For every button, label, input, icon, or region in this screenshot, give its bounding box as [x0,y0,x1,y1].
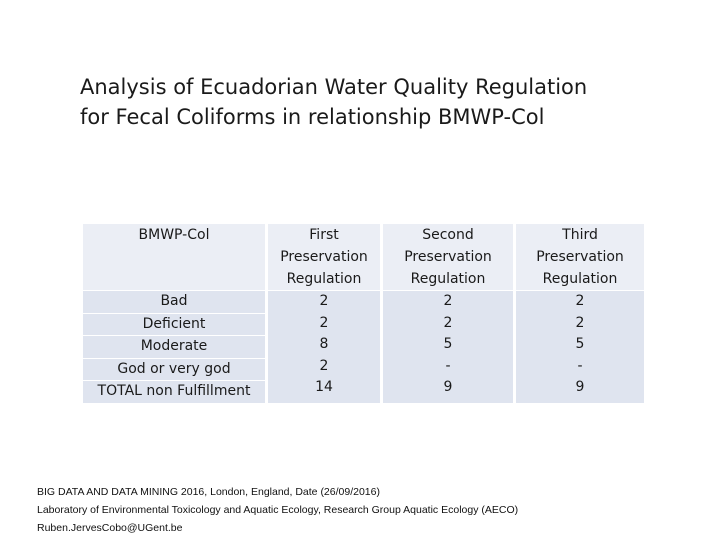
table-cell: TOTAL non Fulfillment [97,383,251,399]
column-first-preservation: 2 2 8 2 14 [268,291,380,403]
table-cell: 2 [319,293,329,309]
header-bmwp-col: BMWP-Col [83,224,265,291]
table-cell: God or very god [83,359,265,381]
table-cell: 2 [319,357,329,374]
table-cell: 9 [443,379,453,395]
table-cell: 2 [443,293,453,309]
table-cell: 5 [575,336,585,352]
header-line: Preservation [536,249,624,265]
header-line: BMWP-Col [138,227,210,243]
table-cell: 2 [575,314,585,331]
table-cell: 2 [443,314,453,331]
slide-title-line-1: Analysis of Ecuadorian Water Quality Reg… [80,75,588,99]
regulation-table: BMWP-Col First Preservation Regulation S… [80,224,647,403]
header-line: First [309,227,339,243]
table-cell: 2 [319,314,329,331]
header-line: Regulation [410,271,486,287]
header-line: Regulation [542,271,618,287]
header-line: Second [422,227,474,243]
table-cell: 2 [575,293,585,309]
header-line: Third [562,227,598,243]
column-bmwp-categories: Bad Deficient Moderate God or very god T… [83,291,265,403]
table-body-row: Bad Deficient Moderate God or very god T… [83,291,644,403]
footer-laboratory: Laboratory of Environmental Toxicology a… [37,504,519,516]
slide-footer: BIG DATA AND DATA MINING 2016, London, E… [37,483,518,537]
slide-title: Analysis of Ecuadorian Water Quality Reg… [80,72,680,132]
table-cell: 9 [575,379,585,395]
header-third-preservation: Third Preservation Regulation [516,224,644,291]
header-second-preservation: Second Preservation Regulation [383,224,513,291]
table-cell: Bad [83,291,265,314]
table-cell: - [445,357,451,374]
table-cell: Moderate [83,336,265,359]
slide-title-line-2: for Fecal Coliforms in relationship BMWP… [80,105,545,129]
footer-conference: BIG DATA AND DATA MINING 2016, London, E… [37,486,380,498]
header-line: Preservation [280,249,368,265]
table-cell: 14 [315,379,333,395]
column-second-preservation: 2 2 5 - 9 [383,291,513,403]
column-third-preservation: 2 2 5 - 9 [516,291,644,403]
footer-email: Ruben.JervesCobo@UGent.be [37,522,183,534]
header-line: Regulation [286,271,362,287]
table-header-row: BMWP-Col First Preservation Regulation S… [83,224,644,291]
header-line: Preservation [404,249,492,265]
table-cell: 5 [443,336,453,352]
table-cell: Deficient [83,314,265,336]
table-cell: 8 [319,336,329,352]
table-cell: - [577,357,583,374]
header-first-preservation: First Preservation Regulation [268,224,380,291]
